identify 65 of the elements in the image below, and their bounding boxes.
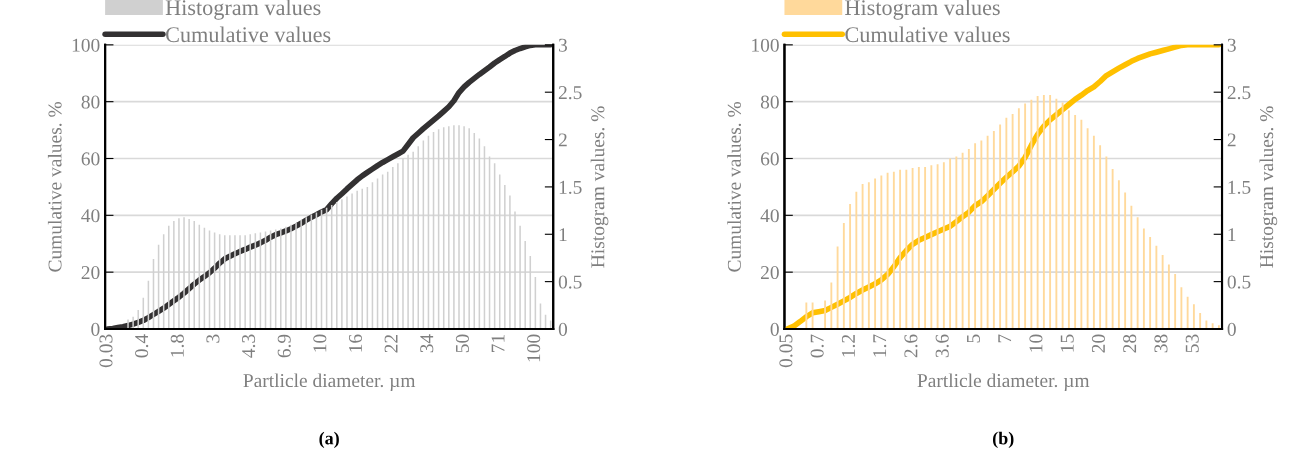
y2-tick-label: 1.5	[559, 180, 582, 194]
y2-axis-title: Histogram values. %	[1259, 106, 1278, 268]
x-tick-label: 6.9	[277, 334, 291, 358]
x-tick-label: 15	[1060, 334, 1074, 352]
x-tick-label: 1.7	[873, 334, 887, 357]
x-tick-label: 5	[967, 334, 980, 343]
y-tick-label: 100	[72, 38, 100, 52]
y2-tick-label: 3	[558, 38, 568, 52]
y-tick-label: 60	[81, 152, 100, 166]
y-tick-label: 20	[81, 265, 100, 280]
x-tick-label: 34	[420, 334, 434, 353]
x-tick-label: 1.2	[841, 334, 856, 357]
x-tick-label: 4.3	[242, 334, 256, 358]
y-tick-label: 60	[760, 152, 779, 166]
x-tick-label: 0.4	[135, 334, 149, 358]
y-axis-title: Cumulative values. %	[727, 101, 742, 272]
y-tick-label: 20	[761, 265, 779, 280]
x-tick-label: 50	[455, 334, 469, 353]
y-tick-label: 40	[81, 209, 100, 223]
y2-tick-label: 2.5	[1227, 86, 1251, 100]
legend-label: Histogram values	[845, 0, 1000, 20]
x-tick-label: 100	[527, 334, 541, 362]
legend-label: Cumulative values	[845, 26, 1010, 43]
y2-tick-label: 2	[1227, 133, 1236, 147]
legend-label: Cumulative values	[166, 26, 331, 43]
y2-tick-label: 2	[558, 133, 567, 147]
y2-tick-label: 1.5	[1228, 180, 1251, 194]
text: (b)	[993, 431, 1014, 449]
y2-tick-label: 3	[1227, 38, 1236, 52]
x-tick-label: 53	[1185, 334, 1199, 353]
x-tick-label: 3	[206, 334, 220, 343]
x-tick-label: 16	[348, 334, 363, 352]
legend-label: Histogram values	[165, 0, 321, 20]
x-tick-label: 28	[1123, 334, 1137, 353]
y-tick-label: 0	[91, 322, 100, 336]
x-tick-label: 10	[1029, 334, 1043, 352]
x-axis-title: Partlicle diameter. µm	[917, 373, 1090, 392]
y2-tick-label: 0.5	[1227, 275, 1251, 289]
y-axis-title: Cumulative values. %	[47, 101, 62, 272]
x-tick-label: 7	[998, 334, 1012, 343]
x-tick-label: 38	[1154, 334, 1168, 353]
y2-tick-label: 1	[559, 228, 567, 242]
y2-tick-label: 0	[558, 322, 568, 336]
y-tick-label: 80	[760, 95, 779, 109]
x-tick-label: 3.6	[935, 334, 949, 358]
x-axis-title: Partlicle diameter. µm	[243, 373, 416, 392]
y-tick-label: 100	[752, 38, 779, 52]
y2-tick-label: 1	[1228, 228, 1236, 242]
y2-tick-label: 0.5	[558, 275, 582, 289]
y2-axis-title: Histogram values. %	[590, 106, 609, 268]
text: (a)	[319, 431, 339, 449]
y2-tick-label: 0	[1227, 322, 1236, 336]
y-tick-label: 40	[760, 209, 779, 223]
x-tick-label: 1.8	[170, 334, 184, 357]
x-tick-label: 22	[384, 334, 398, 353]
x-tick-label: 10	[313, 334, 327, 352]
x-tick-label: 0.7	[810, 334, 824, 358]
x-tick-label: 71	[491, 335, 505, 353]
y-tick-label: 80	[81, 95, 100, 109]
x-tick-label: 20	[1091, 334, 1105, 353]
y-tick-label: 0	[770, 322, 779, 336]
x-tick-label: 0.03	[99, 334, 113, 368]
y2-tick-label: 2.5	[558, 86, 582, 100]
x-tick-label: 2.6	[904, 334, 918, 358]
x-tick-label: 0.05	[779, 334, 793, 368]
